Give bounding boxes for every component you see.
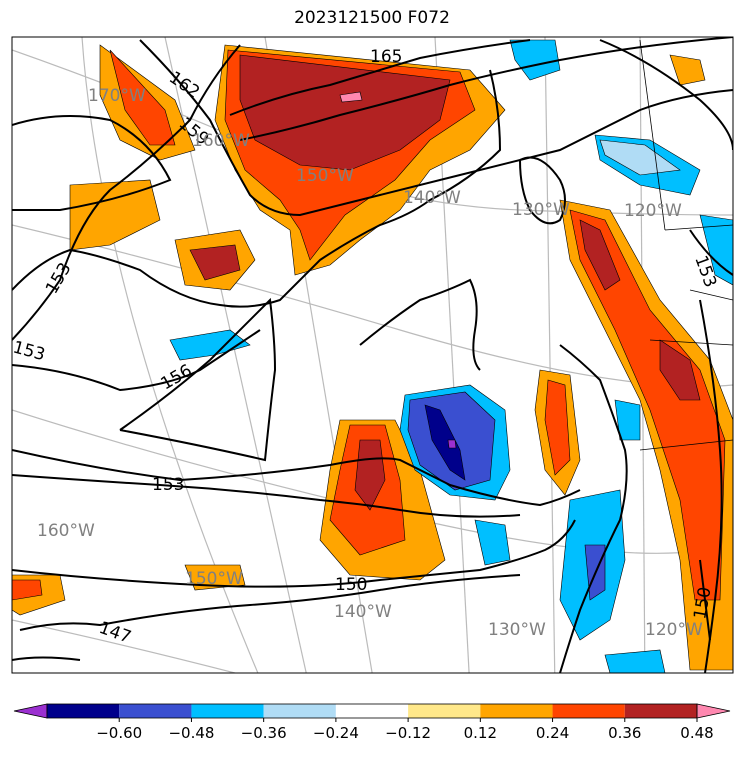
colorbar-tick-label: −0.24 [313, 724, 359, 742]
colorbar-box [335, 704, 409, 718]
lon-label: 140°W [403, 188, 461, 208]
field-orange [69, 179, 161, 251]
colorbar-box [47, 704, 120, 718]
map-frame [11, 36, 734, 674]
colorbar-box [119, 704, 192, 718]
contour-label: 150 [335, 575, 367, 595]
map-panel: 165 162 159 153 153 156 153 150 147 153 … [11, 36, 734, 674]
lon-label: 170°W [88, 86, 146, 106]
contour-label: 153 [152, 475, 184, 495]
colorbar-extend-min [13, 703, 48, 719]
lon-label: 130°W [488, 620, 546, 640]
lon-label: 120°W [624, 201, 682, 221]
colorbar-frame [46, 703, 698, 719]
field-cyan [474, 519, 511, 566]
colorbar-tick-label: 0.24 [536, 724, 569, 742]
colorbar-tick-label: −0.48 [168, 724, 214, 742]
colorbar-tick-label: −0.36 [241, 724, 287, 742]
lon-label: 120°W [645, 620, 703, 640]
colorbar-tick-label: 0.36 [608, 724, 641, 742]
field-orange [184, 564, 246, 591]
field-pink [339, 91, 363, 103]
colorbar-ticks: −0.60 −0.48 −0.36 −0.24 −0.12 0.12 0.24 0.36 0.4… [96, 718, 714, 742]
field-navy [424, 404, 466, 481]
field-cyan [509, 39, 561, 81]
negative-field-regions [169, 39, 733, 673]
field-darkred [659, 339, 701, 401]
colorbar-box [191, 704, 264, 718]
borders [639, 39, 733, 451]
field-orange [669, 54, 706, 86]
colorbar-tick-label: −0.60 [96, 724, 142, 742]
lon-label: 150°W [185, 569, 243, 589]
field-cyan [614, 399, 641, 441]
longitude-labels: 170°W 160°W 150°W 140°W 130°W 120°W 160°… [37, 86, 703, 640]
field-redorange [12, 579, 43, 601]
lon-label: 140°W [334, 602, 392, 622]
height-contours [12, 37, 733, 641]
colorbar: −0.60 −0.48 −0.36 −0.24 −0.12 0.12 0.24 0.36 0.4… [13, 703, 731, 742]
field-purple [447, 439, 457, 449]
field-darkred [579, 219, 621, 291]
colorbar-tick-label: 0.12 [464, 724, 497, 742]
field-cyan [604, 649, 666, 673]
contour-label: 165 [370, 47, 402, 67]
lon-label: 130°W [512, 200, 570, 220]
positive-field-regions [12, 44, 733, 671]
colorbar-box [624, 704, 697, 718]
field-cyan [169, 329, 251, 361]
colorbar-box [480, 704, 553, 718]
colorbar-box [408, 704, 481, 718]
colorbar-box [263, 704, 336, 718]
lon-label: 160°W [192, 131, 250, 151]
figure-title: 2023121500 F072 [294, 8, 450, 28]
colorbar-boxes [13, 703, 731, 719]
colorbar-box [552, 704, 625, 718]
field-redorange [544, 379, 571, 476]
lon-label: 160°W [37, 521, 95, 541]
colorbar-extend-max [696, 703, 731, 719]
colorbar-tick-label: −0.12 [385, 724, 431, 742]
field-darkred [189, 244, 241, 281]
lon-label: 150°W [296, 166, 354, 186]
colorbar-tick-label: 0.48 [680, 724, 713, 742]
field-lightblue [599, 139, 681, 176]
field-darkred [239, 54, 451, 171]
field-redorange [569, 209, 726, 601]
